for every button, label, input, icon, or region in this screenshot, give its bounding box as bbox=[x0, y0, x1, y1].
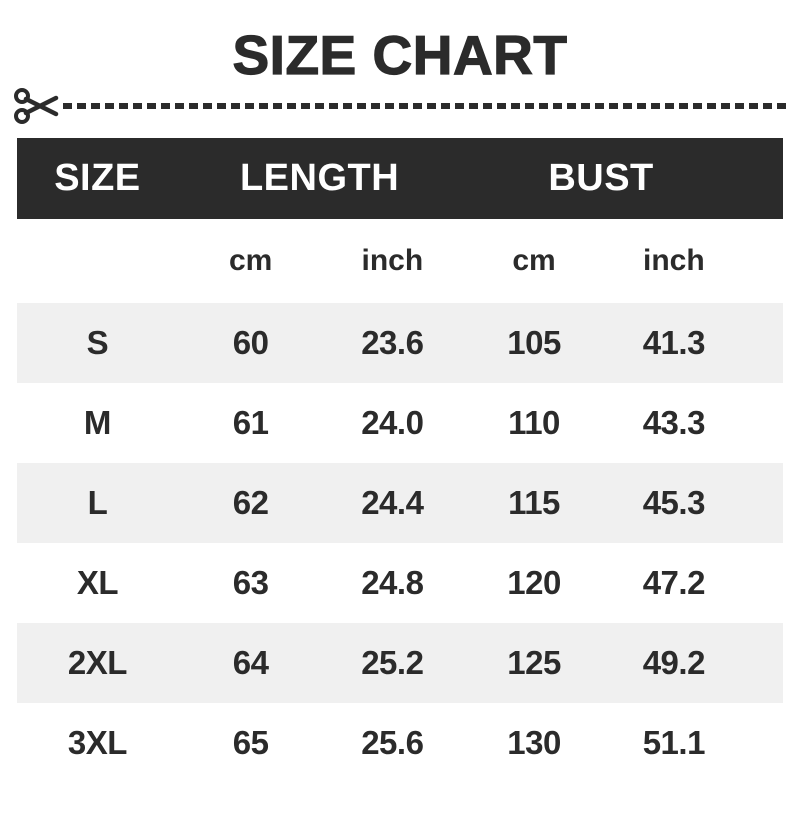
length-inch-value: 25.6 bbox=[361, 724, 424, 761]
size-table: SIZE LENGTH BUST cm inch cm inch S 60 23… bbox=[17, 138, 783, 783]
header-length: LENGTH bbox=[239, 157, 400, 199]
bust-cm-value: 120 bbox=[507, 564, 561, 601]
unit-label-bust-inch: inch bbox=[642, 244, 705, 277]
size-label: 3XL bbox=[67, 724, 128, 761]
size-label: XL bbox=[76, 564, 119, 601]
bust-cm-value: 115 bbox=[508, 484, 560, 521]
bust-inch-value: 47.2 bbox=[642, 564, 706, 601]
length-cm-value: 65 bbox=[232, 724, 269, 761]
length-inch-value: 23.6 bbox=[361, 324, 424, 361]
bust-inch-value: 49.2 bbox=[642, 644, 706, 681]
length-inch-value: 24.8 bbox=[361, 564, 424, 601]
length-cm-value: 62 bbox=[232, 484, 269, 521]
size-label: M bbox=[83, 404, 111, 441]
table-header-row: SIZE LENGTH BUST bbox=[17, 138, 783, 219]
bust-cm-value: 125 bbox=[507, 644, 561, 681]
bust-cm-value: 130 bbox=[507, 724, 561, 761]
unit-label-length-cm: cm bbox=[228, 244, 273, 277]
cut-line bbox=[13, 86, 787, 126]
length-cm-value: 63 bbox=[232, 564, 269, 601]
size-label: S bbox=[86, 324, 109, 361]
scissors-icon bbox=[13, 86, 59, 126]
size-label: 2XL bbox=[67, 644, 128, 681]
length-cm-value: 61 bbox=[232, 404, 269, 441]
page-title: SIZE CHART bbox=[232, 24, 568, 86]
bust-cm-value: 110 bbox=[508, 404, 560, 441]
table-row-2xl: 2XL 64 25.2 125 49.2 bbox=[17, 623, 783, 703]
table-row-3xl: 3XL 65 25.6 130 51.1 bbox=[17, 703, 783, 783]
bust-inch-value: 45.3 bbox=[642, 484, 706, 521]
length-cm-value: 60 bbox=[232, 324, 269, 361]
bust-inch-value: 43.3 bbox=[642, 404, 706, 441]
bust-cm-value: 105 bbox=[507, 324, 561, 361]
bust-inch-value: 51.1 bbox=[642, 724, 706, 761]
length-inch-value: 24.0 bbox=[361, 404, 424, 441]
size-label: L bbox=[87, 484, 108, 521]
length-inch-value: 24.4 bbox=[361, 484, 424, 521]
bust-inch-value: 41.3 bbox=[642, 324, 706, 361]
header-size: SIZE bbox=[54, 157, 141, 199]
length-cm-value: 64 bbox=[232, 644, 269, 681]
table-row-m: M 61 24.0 110 43.3 bbox=[17, 383, 783, 463]
size-chart-page: SIZE CHART SIZE LENGTH BUST cm inch cm i… bbox=[0, 24, 800, 826]
table-row-l: L 62 24.4 115 45.3 bbox=[17, 463, 783, 543]
units-row: cm inch cm inch bbox=[17, 219, 783, 303]
header-bust: BUST bbox=[548, 157, 654, 199]
dashed-cut-line bbox=[63, 103, 787, 109]
table-row-s: S 60 23.6 105 41.3 bbox=[17, 303, 783, 383]
length-inch-value: 25.2 bbox=[361, 644, 424, 681]
unit-label-bust-cm: cm bbox=[512, 244, 556, 277]
table-row-xl: XL 63 24.8 120 47.2 bbox=[17, 543, 783, 623]
unit-label-length-inch: inch bbox=[361, 244, 424, 277]
